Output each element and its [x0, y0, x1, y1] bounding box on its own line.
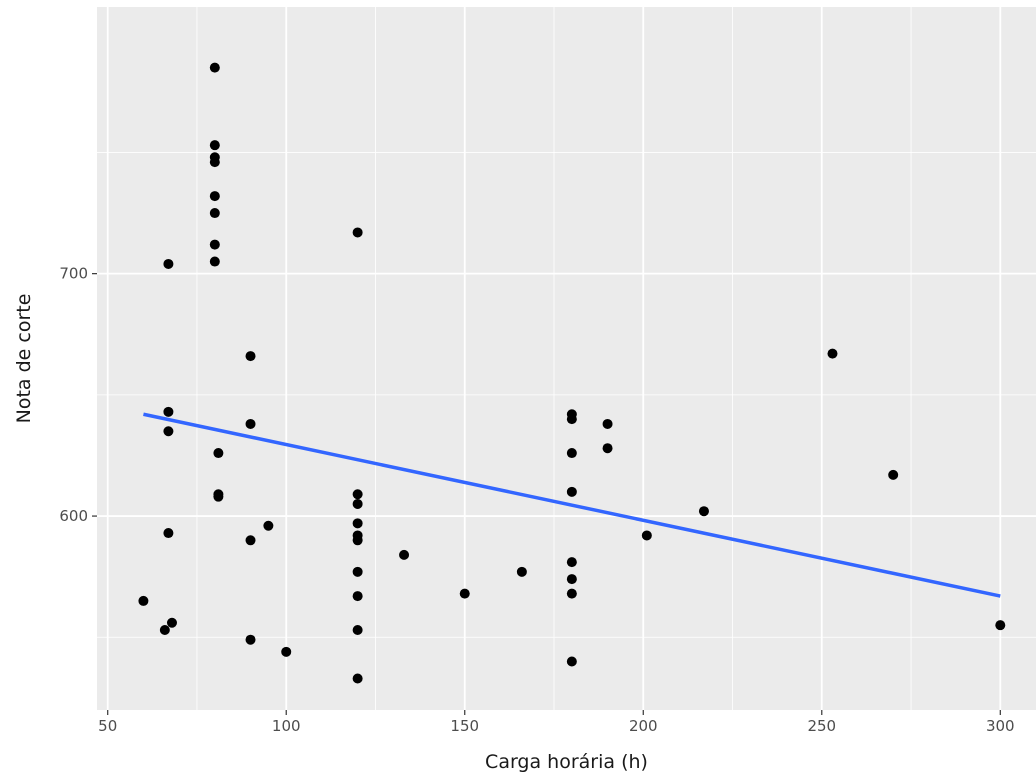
data-point: [352, 489, 363, 500]
x-tick-label: 50: [98, 717, 117, 735]
data-point: [566, 486, 577, 497]
x-axis-title: Carga horária (h): [485, 751, 648, 773]
data-point: [163, 406, 174, 417]
y-tick-label: 600: [59, 507, 88, 525]
data-point: [352, 625, 363, 636]
data-point: [209, 140, 220, 151]
trend-line: [143, 412, 1001, 598]
x-tick-label: 200: [629, 717, 658, 735]
data-point: [209, 208, 220, 219]
data-point: [566, 414, 577, 425]
data-point: [459, 588, 470, 599]
data-point: [888, 469, 899, 480]
data-point: [245, 418, 256, 429]
data-point: [352, 591, 363, 602]
trend-line-group: [143, 412, 1001, 598]
data-point: [281, 646, 292, 657]
data-point: [245, 535, 256, 546]
data-point: [641, 530, 652, 541]
data-point: [138, 595, 149, 606]
data-points: [138, 62, 1006, 684]
axis-ticks: [92, 273, 1001, 715]
data-point: [159, 625, 170, 636]
data-point: [352, 227, 363, 238]
data-point: [209, 157, 220, 168]
data-point: [209, 191, 220, 202]
tick-labels: 50 100 150 200 250 300 600 700: [59, 265, 1014, 735]
data-point: [209, 256, 220, 267]
data-point: [566, 557, 577, 568]
data-point: [827, 348, 838, 359]
data-point: [166, 617, 177, 628]
y-tick-label: 700: [59, 265, 88, 283]
x-tick-label: 100: [272, 717, 301, 735]
data-point: [352, 498, 363, 509]
data-point: [602, 443, 613, 454]
data-point: [566, 448, 577, 459]
data-point: [516, 566, 527, 577]
data-point: [213, 448, 224, 459]
data-point: [352, 535, 363, 546]
data-point: [245, 634, 256, 645]
plot-panel: [97, 7, 1036, 710]
data-point: [163, 426, 174, 437]
data-point: [352, 518, 363, 529]
data-point: [602, 418, 613, 429]
data-point: [566, 656, 577, 667]
y-axis-title: Nota de corte: [13, 294, 35, 424]
data-point: [352, 566, 363, 577]
data-point: [209, 62, 220, 73]
data-point: [209, 239, 220, 250]
x-tick-label: 150: [450, 717, 479, 735]
data-point: [566, 588, 577, 599]
data-point: [163, 528, 174, 539]
data-point: [698, 506, 709, 517]
x-tick-label: 300: [986, 717, 1015, 735]
data-point: [352, 673, 363, 684]
data-point: [566, 574, 577, 585]
data-point: [399, 549, 410, 560]
major-gridlines: [97, 7, 1036, 710]
data-point: [263, 520, 274, 531]
data-point: [245, 351, 256, 362]
data-point: [163, 258, 174, 269]
data-point: [213, 491, 224, 502]
x-tick-label: 250: [807, 717, 836, 735]
data-point: [995, 620, 1006, 631]
